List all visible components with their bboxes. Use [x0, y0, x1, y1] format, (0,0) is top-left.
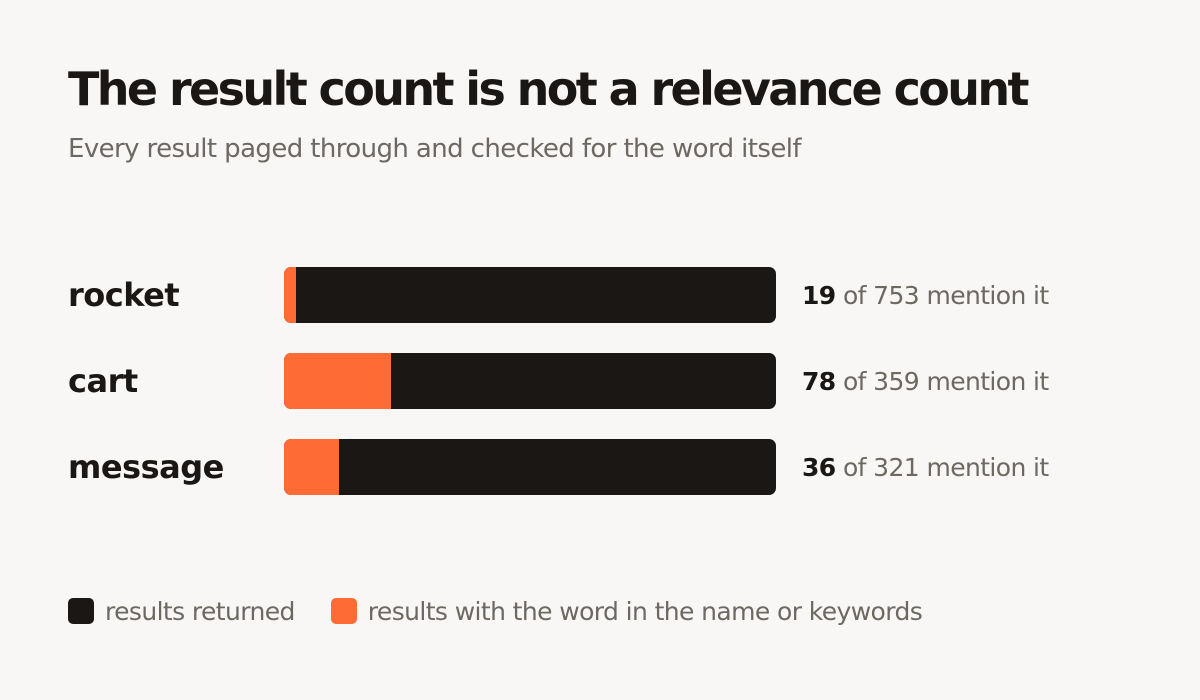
bar-row: cart 78 of 359 mention it	[0, 353, 1200, 409]
value-suffix: of 321 mention it	[835, 453, 1049, 482]
legend: results returned results with the word i…	[68, 596, 958, 626]
chart-title: The result count is not a relevance coun…	[68, 62, 1030, 116]
bar-matching	[284, 267, 296, 323]
category-label: cart	[68, 362, 138, 400]
legend-label-returned: results returned	[105, 596, 295, 626]
bar-row: rocket 19 of 753 mention it	[0, 267, 1200, 323]
bar-matching	[284, 439, 339, 495]
value-match-count: 36	[802, 453, 836, 482]
legend-swatch-returned	[68, 598, 94, 624]
bar-returned	[284, 353, 776, 409]
bar-returned	[284, 439, 776, 495]
value-suffix: of 753 mention it	[835, 281, 1049, 310]
legend-item-matching: results with the word in the name or key…	[330, 596, 923, 626]
value-label: 78 of 359 mention it	[802, 367, 1049, 396]
bar-returned	[284, 267, 776, 323]
legend-label-matching: results with the word in the name or key…	[367, 596, 923, 626]
category-label: message	[68, 448, 224, 486]
bar-matching	[284, 353, 391, 409]
bar-row: message 36 of 321 mention it	[0, 439, 1200, 495]
legend-swatch-matching	[330, 598, 357, 624]
value-match-count: 78	[802, 367, 836, 396]
category-label: rocket	[68, 276, 180, 314]
value-suffix: of 359 mention it	[835, 367, 1049, 396]
legend-item-returned: results returned	[68, 597, 295, 626]
chart-subtitle: Every result paged through and checked f…	[68, 134, 802, 164]
value-label: 19 of 753 mention it	[802, 281, 1049, 310]
value-label: 36 of 321 mention it	[802, 453, 1049, 482]
value-match-count: 19	[802, 281, 836, 310]
